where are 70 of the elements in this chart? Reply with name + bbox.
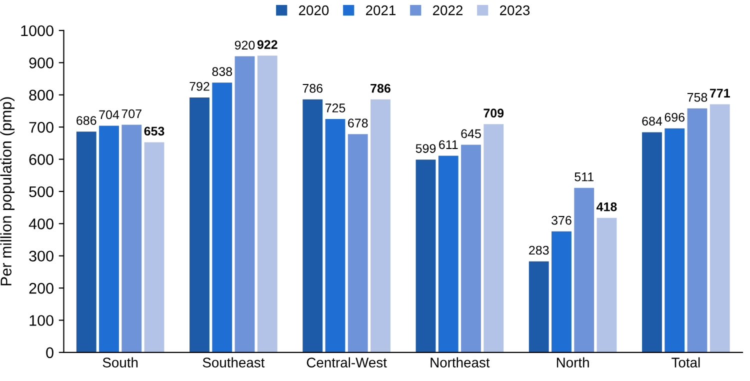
legend-label: 2022 (432, 5, 462, 16)
bar (234, 56, 255, 352)
bar (596, 218, 617, 352)
y-tick-label: 700 (29, 122, 54, 133)
data-label: 678 (348, 118, 368, 128)
bar (484, 124, 504, 352)
bar (438, 156, 458, 352)
bar (710, 104, 730, 352)
bar (257, 56, 278, 352)
data-label: 771 (710, 88, 730, 98)
data-label: 786 (370, 84, 390, 93)
bar (528, 261, 549, 352)
data-label: 376 (552, 216, 572, 225)
y-tick-label: 400 (28, 218, 54, 230)
data-label: 686 (76, 116, 96, 125)
bar (416, 160, 436, 352)
data-label: 707 (122, 109, 142, 118)
data-label: 611 (439, 140, 458, 150)
bar (370, 99, 390, 352)
legend-label: 2021 (366, 5, 396, 16)
data-label: 709 (484, 108, 504, 118)
data-label: 920 (234, 40, 255, 50)
bar (552, 231, 572, 352)
bar (144, 142, 164, 352)
data-label: 725 (325, 104, 346, 112)
data-label: 758 (687, 92, 708, 102)
y-tick-label: 1000 (21, 25, 54, 36)
data-label: 645 (461, 129, 481, 138)
data-label: 922 (257, 40, 278, 49)
y-tick-label: 900 (29, 58, 54, 68)
bar (212, 82, 232, 352)
bar (99, 126, 119, 352)
bar (461, 144, 481, 352)
bar (302, 99, 323, 352)
bar (348, 134, 368, 352)
bar (664, 128, 685, 352)
x-tick-label: Total (672, 357, 700, 368)
x-tick-label: Southeast (202, 357, 265, 368)
y-tick-label: 800 (29, 90, 54, 101)
data-label: 283 (529, 246, 549, 255)
legend-label: 2020 (298, 5, 329, 16)
bar (642, 132, 662, 352)
y-tick-label: 200 (29, 282, 54, 294)
x-tick-label: North (556, 357, 589, 368)
y-tick-label: 300 (29, 250, 54, 262)
data-label: 704 (99, 110, 120, 120)
bar (687, 108, 708, 352)
data-label: 786 (302, 84, 323, 93)
data-label: 599 (416, 144, 436, 153)
data-label: 511 (574, 172, 594, 182)
data-label: 792 (190, 82, 210, 91)
y-axis-title: Per million population (pmp) (0, 97, 14, 286)
data-label: 684 (642, 116, 662, 126)
bar (325, 119, 346, 352)
data-label: 696 (664, 112, 685, 122)
bar (76, 132, 96, 352)
data-label: 838 (212, 67, 232, 76)
x-tick-label: Central-West (306, 357, 387, 368)
bar (574, 188, 594, 352)
legend-label: 2023 (500, 5, 530, 16)
x-tick-label: Northeast (430, 357, 490, 368)
x-tick-label: South (102, 357, 138, 368)
bar (122, 124, 142, 352)
y-tick-label: 600 (29, 154, 54, 165)
y-tick-label: 100 (30, 315, 54, 326)
bar (190, 97, 210, 352)
data-label: 653 (144, 126, 164, 136)
data-label: 418 (596, 202, 617, 212)
y-tick-label: 0 (46, 347, 54, 358)
y-tick-label: 500 (29, 186, 54, 198)
